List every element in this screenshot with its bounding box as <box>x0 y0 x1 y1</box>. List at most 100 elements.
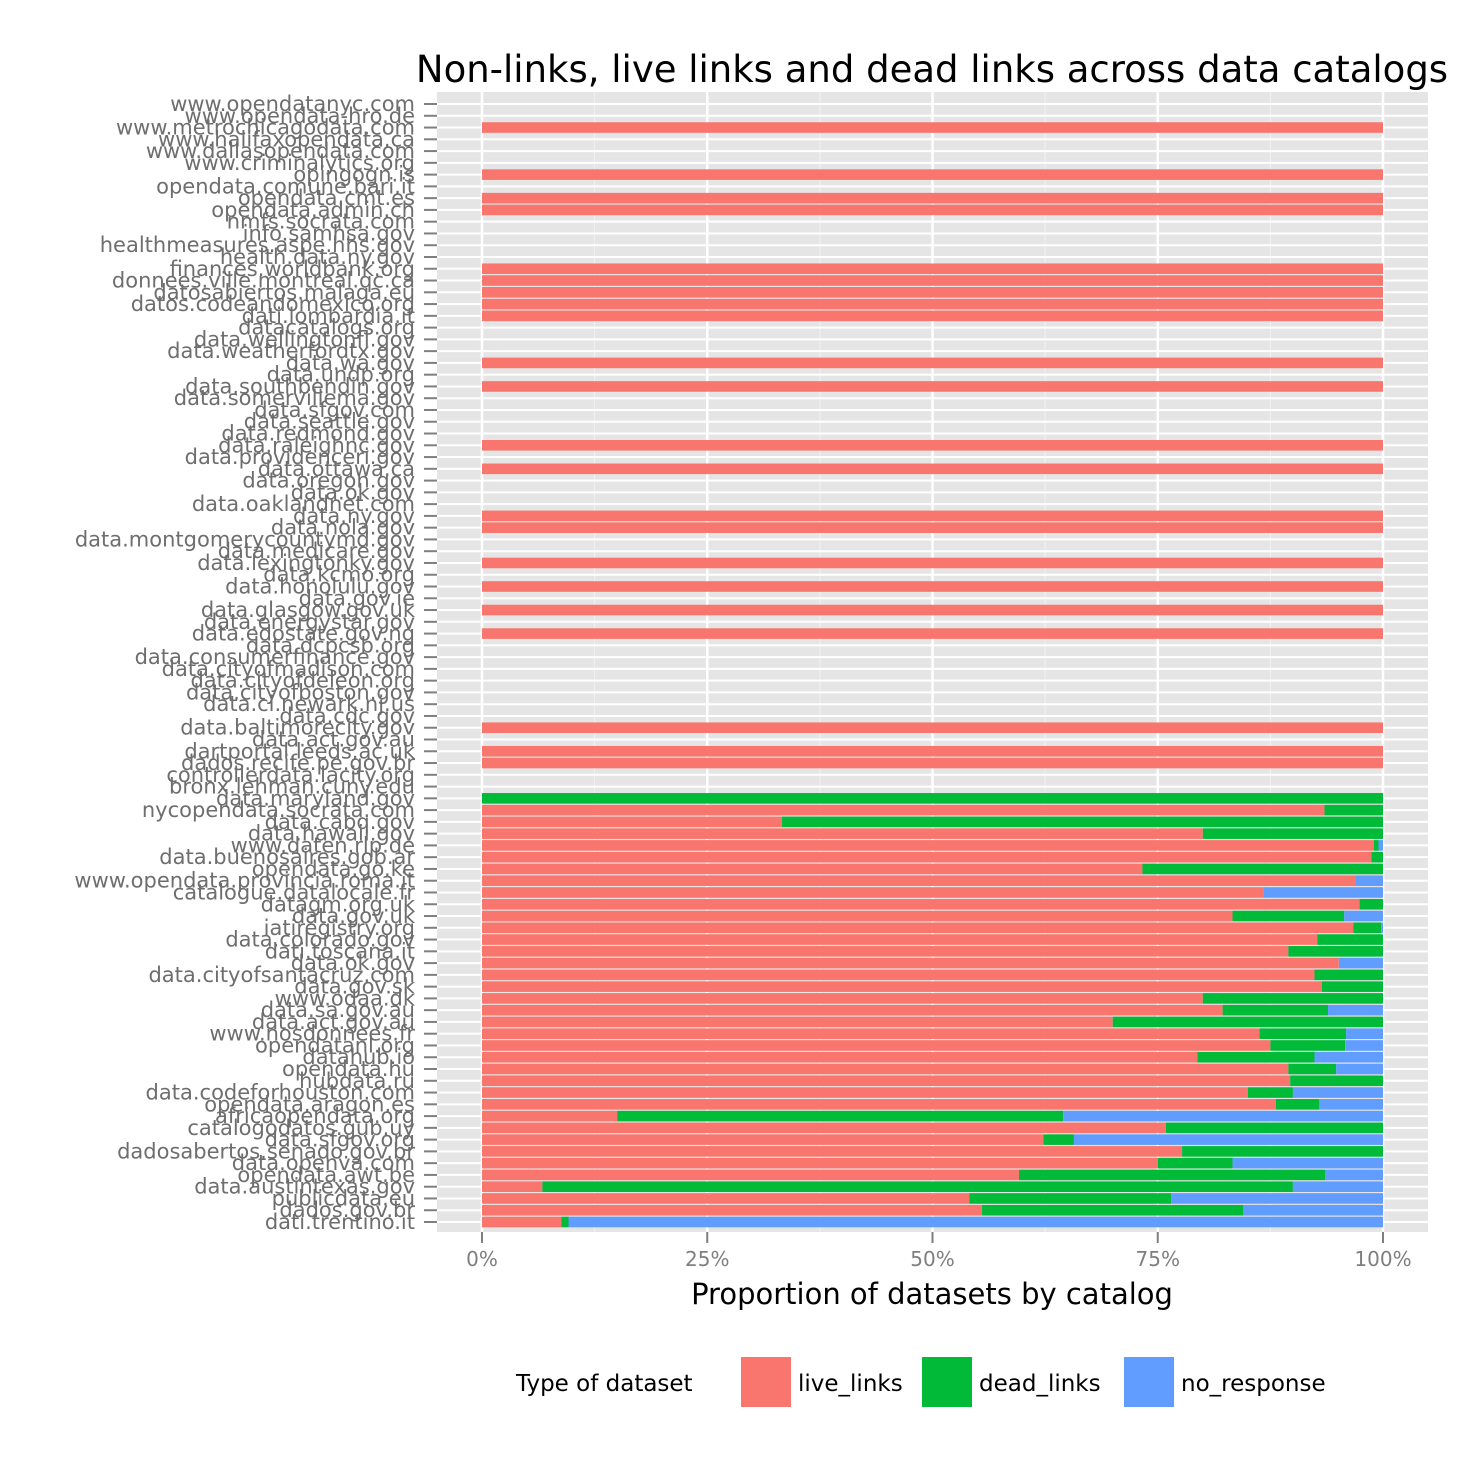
bars <box>482 122 1383 1228</box>
bar-dead_links <box>1353 922 1382 934</box>
bar-live_links <box>482 946 1289 957</box>
bar-live_links <box>482 934 1318 945</box>
bar-dead_links <box>982 1204 1244 1216</box>
y-tick-label: www.nosdonnees.fr <box>209 1022 415 1046</box>
y-tick-label: bronx.lehman.cuny.edu <box>169 775 415 799</box>
bar-live_links <box>482 804 1325 816</box>
y-tick-label: opingogn.is <box>293 163 415 187</box>
bar-dead_links <box>1222 1004 1329 1016</box>
y-tick-label: opendata.hu <box>282 1057 415 1081</box>
y-tick-label: dati.lombardia.it <box>242 304 415 328</box>
y-tick-label: www.halifaxopendata.ca <box>158 127 415 151</box>
bar-live_links <box>482 1146 1183 1157</box>
bar-dead_links <box>1142 863 1383 875</box>
bar-live_links <box>482 969 1315 981</box>
bar-live_links <box>482 122 1383 133</box>
bar-live_links <box>482 757 1383 769</box>
y-tick-label: dartportal.leeds.ac.uk <box>184 739 416 763</box>
y-tick-label: datacatalogs.org <box>238 316 415 340</box>
y-tick-label: opendatanl.org <box>255 1033 415 1057</box>
y-tick-label: data.glasgow.gov.uk <box>201 598 416 622</box>
y-tick-label: data.energystar.gov <box>204 610 415 634</box>
y-tick-label: data.oregon.gov <box>242 469 415 493</box>
y-tick-label: data.redmond.gov <box>221 422 415 446</box>
bar-live_links <box>482 851 1372 863</box>
y-tick-label: data.cabq.gov <box>265 810 415 834</box>
x-tick-label: 75% <box>1136 1247 1180 1271</box>
y-tick-label: nmfs.socrata.com <box>227 210 415 234</box>
y-tick-label: data.weatherfordtx.gov <box>167 339 415 363</box>
y-tick-label: data.seattle.gov <box>244 410 415 434</box>
bar-no_response <box>1073 1134 1383 1145</box>
bar-live_links <box>482 463 1383 475</box>
y-tick-label: catalogue.datalocale.fr <box>173 880 416 904</box>
bar-live_links <box>482 863 1143 875</box>
y-tick-label: data.openva.com <box>232 1151 415 1175</box>
y-tick-label: data.providenceri.gov <box>185 445 415 469</box>
bar-dead_links <box>1182 1146 1383 1157</box>
bar-live_links <box>482 1134 1044 1145</box>
y-tick-label: www.daten.rlp.de <box>231 833 415 857</box>
bar-dead_links <box>1359 898 1383 910</box>
y-tick-label: data.wa.gov <box>286 351 415 375</box>
bar-no_response <box>1243 1204 1383 1216</box>
y-tick-label: www.opendata.provincia.roma.it <box>74 869 415 893</box>
bar-dead_links <box>1324 804 1383 816</box>
y-tick-label: www.opendatanyc.com <box>170 92 415 116</box>
y-tick-label: dados.recife.pe.gov.br <box>181 751 415 775</box>
bar-live_links <box>482 310 1383 322</box>
bar-dead_links <box>561 1216 569 1228</box>
y-tick-label: data.gov.sk <box>294 975 416 999</box>
y-tick-label: data.ci.newark.nj.us <box>203 692 415 716</box>
bar-dead_links <box>1202 828 1383 839</box>
y-tick-label: data.cdc.gov <box>279 704 415 728</box>
bar-live_links <box>482 1193 970 1204</box>
bar-no_response <box>1346 1028 1383 1040</box>
y-tick-label: data.wellingtonfl.gov <box>194 327 415 351</box>
chart-title: Non-links, live links and dead links acr… <box>416 48 1448 91</box>
x-tick-label: 0% <box>466 1247 498 1271</box>
bar-dead_links <box>1202 993 1383 1004</box>
bar-live_links <box>482 816 783 828</box>
y-tick-label: data.sfgov.com <box>254 398 415 422</box>
y-tick-label: data.act.gov.au <box>252 1010 415 1034</box>
y-tick-label: data.oaklandnet.com <box>192 492 415 516</box>
bar-live_links <box>482 1063 1289 1075</box>
bar-live_links <box>482 169 1383 180</box>
x-axis: 0% 25% 50% 75% 100% <box>466 1232 1412 1271</box>
bar-live_links <box>482 275 1383 286</box>
bar-dead_links <box>1275 1099 1320 1110</box>
y-tick-label: data.kcmo.org <box>263 563 415 587</box>
y-tick-label: iatiregistry.org <box>264 916 415 940</box>
bar-live_links <box>482 1157 1158 1169</box>
y-tick-label: data.cityofboston.gov <box>186 680 415 704</box>
bar-live_links <box>482 1051 1198 1063</box>
bar-dead_links <box>1232 910 1345 922</box>
y-tick-label: www.criminalytics.org <box>184 151 415 175</box>
bar-live_links <box>482 993 1203 1004</box>
bar-dead_links <box>1018 1169 1326 1181</box>
bar-live_links <box>482 192 1383 204</box>
y-tick-label: data.sa.gov.au <box>261 998 415 1022</box>
bar-live_links <box>482 887 1264 898</box>
y-tick-label: data.undp.org <box>267 363 415 387</box>
y-tick-label: datos.codeandomexico.org <box>131 292 415 316</box>
y-tick-label: dati.toscana.it <box>265 939 415 963</box>
bar-live_links <box>482 1122 1166 1134</box>
y-tick-label: africaopendata.org <box>215 1104 415 1128</box>
y-tick-label: dados.gov.br <box>279 1198 415 1222</box>
bar-live_links <box>482 1040 1271 1051</box>
bar-live_links <box>482 298 1383 310</box>
bar-live_links <box>482 1016 1113 1028</box>
bar-live_links <box>482 628 1383 639</box>
bar-no_response <box>1325 1169 1383 1181</box>
bar-no_response <box>1319 1099 1383 1110</box>
bar-live_links <box>482 745 1383 757</box>
bar-live_links <box>482 439 1383 451</box>
y-tick-label: publicdata.eu <box>272 1186 415 1210</box>
bar-dead_links <box>542 1181 1293 1192</box>
y-tick-label: data.buenosaires.gob.ar <box>159 845 415 869</box>
y-tick-label: opendata.awt.be <box>237 1163 415 1187</box>
bar-no_response <box>1345 1040 1383 1051</box>
bar-dead_links <box>1288 946 1383 957</box>
